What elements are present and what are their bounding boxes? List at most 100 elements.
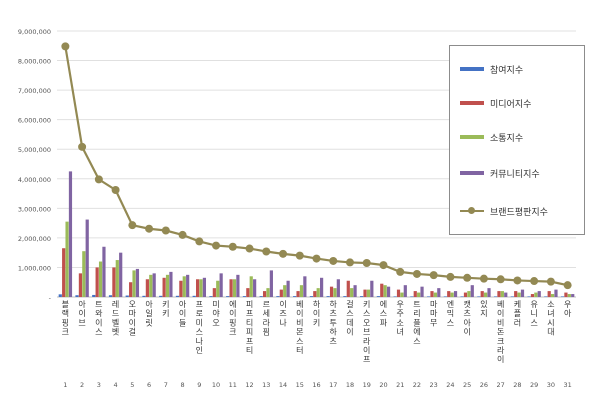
x-category-label: 츠 — [330, 337, 337, 346]
bar-4 — [571, 294, 575, 297]
brand-index-point — [446, 272, 455, 281]
y-tick-label: 4,000,000 — [18, 176, 51, 184]
brand-index-point — [262, 247, 271, 256]
x-category-label: 츠 — [463, 309, 470, 318]
legend-line-icon — [460, 207, 484, 214]
bar-4 — [437, 288, 441, 297]
x-category-label: 드 — [112, 309, 119, 318]
bar-3 — [500, 291, 504, 297]
brand-index-point — [195, 237, 204, 246]
bar-1 — [560, 296, 565, 297]
bar-2 — [145, 279, 149, 297]
bar-2 — [514, 291, 518, 297]
bar-1 — [159, 295, 163, 297]
x-category-label: 크 — [229, 328, 236, 337]
x-category-label: 미 — [196, 318, 203, 327]
bar-3 — [534, 292, 538, 297]
x-category-label: 스 — [346, 309, 353, 318]
x-category-label: 라 — [263, 318, 271, 327]
brand-index-point — [94, 175, 103, 184]
brand-index-point — [178, 230, 187, 239]
legend-label: 소통지수 — [490, 133, 524, 144]
legend-label: 참여지수 — [490, 65, 524, 76]
x-rank-label: 2 — [80, 381, 84, 389]
x-rank-label: 4 — [114, 381, 118, 389]
x-rank-label: 12 — [245, 381, 253, 389]
bar-4 — [520, 289, 525, 297]
bar-4 — [504, 292, 508, 297]
legend-item-communication: 소통지수 — [460, 130, 523, 144]
bar-2 — [346, 280, 350, 297]
bar-4 — [186, 274, 190, 297]
x-category-label: 마 — [430, 300, 438, 309]
x-category-group: 미야오 10 — [212, 300, 220, 389]
x-category-label: 인 — [196, 345, 203, 355]
bar-1 — [142, 295, 146, 297]
bar-4 — [336, 279, 340, 297]
x-category-label: 이 — [129, 317, 136, 327]
x-category-label: 트 — [413, 300, 420, 309]
x-category-group: 아일릿 6 — [145, 299, 153, 389]
legend: 참여지수 미디어지수 소통지수 커뮤니티지수 브랜드평판지수 — [449, 45, 585, 235]
bar-1 — [175, 295, 180, 297]
bar-2 — [296, 291, 300, 297]
bar-2 — [196, 279, 200, 297]
x-category-label: 브 — [363, 328, 370, 337]
x-category-group: 마마무 23 — [430, 300, 438, 389]
legend-item-community: 커뮤니티지수 — [460, 166, 540, 180]
bar-3 — [550, 294, 555, 297]
bar-2 — [413, 291, 417, 297]
x-rank-label: 20 — [379, 381, 387, 389]
x-category-label: 스 — [380, 309, 387, 318]
x-category-group: 우아 31 — [563, 300, 571, 389]
bar-2 — [447, 291, 451, 297]
x-category-label: 키 — [363, 300, 370, 309]
x-category-label: 피 — [246, 300, 253, 309]
legend-swatch-icon — [460, 101, 484, 105]
brand-index-point — [61, 42, 70, 51]
x-category-group: 키키 7 — [162, 300, 169, 389]
x-category-label: 키 — [162, 300, 169, 309]
legend-item-media: 미디어지수 — [460, 96, 531, 110]
x-category-label: 우 — [564, 300, 571, 309]
x-rank-label: 7 — [164, 381, 168, 389]
x-rank-label: 9 — [197, 381, 201, 389]
x-category-label: 소 — [397, 318, 404, 327]
x-category-label: 츠 — [330, 309, 337, 318]
brand-index-point — [212, 241, 221, 250]
bar-2 — [564, 292, 568, 297]
bar-3 — [283, 285, 287, 297]
bar-1 — [309, 296, 313, 297]
y-tick-label: 7,000,000 — [18, 87, 51, 95]
x-category-label: 무 — [430, 318, 437, 327]
bar-3 — [82, 251, 86, 297]
bar-3 — [567, 294, 571, 297]
bar-1 — [58, 294, 62, 297]
line-series — [61, 42, 572, 290]
x-category-label: 믹 — [447, 308, 454, 318]
x-category-label: 프 — [363, 355, 370, 364]
x-category-label: 이 — [296, 308, 303, 318]
bar-4 — [152, 273, 156, 297]
x-category-label: 마 — [129, 309, 137, 318]
bar-4 — [537, 291, 541, 297]
bar-3 — [149, 274, 153, 297]
brand-index-point — [429, 271, 438, 280]
bar-4 — [236, 274, 240, 297]
x-category-label: 파 — [380, 318, 388, 327]
x-rank-label: 10 — [212, 381, 220, 389]
x-rank-label: 8 — [180, 381, 184, 389]
x-category-label: 랙 — [62, 308, 69, 318]
bar-2 — [246, 288, 250, 297]
bar-3 — [266, 288, 270, 297]
y-tick-label: 3,000,000 — [18, 205, 51, 213]
x-category-label: 르 — [263, 300, 270, 309]
y-tick-label: 2,000,000 — [18, 235, 51, 243]
